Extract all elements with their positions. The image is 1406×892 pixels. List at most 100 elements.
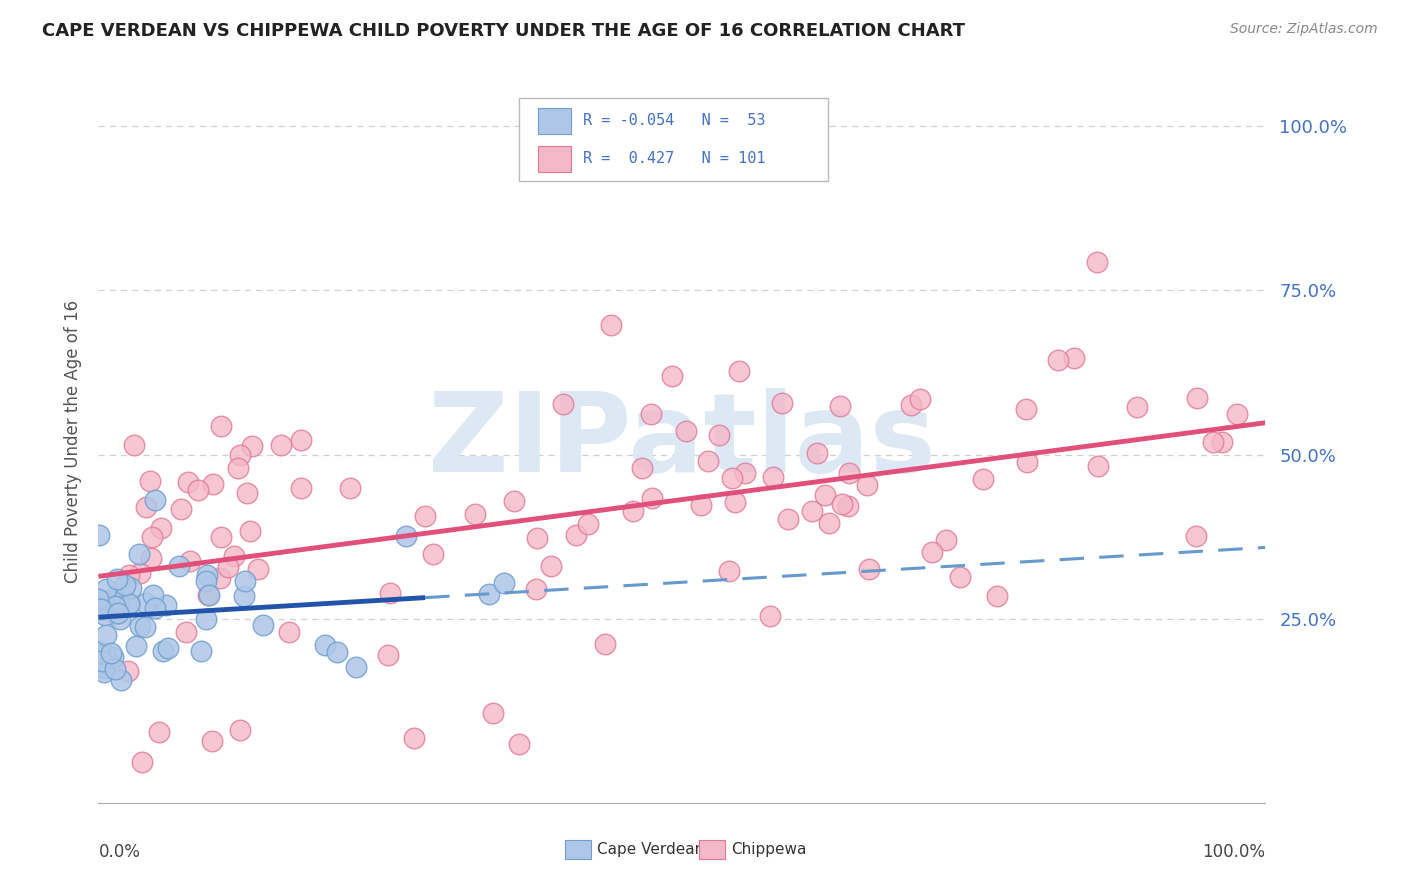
Point bbox=[492, 575, 515, 590]
Point bbox=[128, 547, 150, 561]
Point bbox=[394, 529, 416, 543]
Point bbox=[104, 599, 127, 614]
Point bbox=[900, 398, 922, 412]
Point bbox=[831, 497, 853, 511]
Text: ZIPatlas: ZIPatlas bbox=[427, 388, 936, 495]
Point bbox=[1184, 529, 1206, 543]
Point bbox=[413, 508, 436, 523]
Point bbox=[240, 439, 263, 453]
Y-axis label: Child Poverty Under the Age of 16: Child Poverty Under the Age of 16 bbox=[63, 300, 82, 583]
Point bbox=[201, 477, 224, 491]
Point bbox=[122, 438, 145, 452]
Point bbox=[380, 586, 402, 600]
Point bbox=[482, 706, 505, 720]
Point bbox=[593, 637, 616, 651]
Point bbox=[201, 734, 224, 748]
Point bbox=[502, 494, 524, 508]
Point bbox=[108, 599, 131, 613]
Point bbox=[576, 516, 599, 531]
Point bbox=[814, 488, 837, 502]
Point bbox=[661, 369, 683, 384]
Point bbox=[209, 570, 232, 584]
Text: Source: ZipAtlas.com: Source: ZipAtlas.com bbox=[1230, 22, 1378, 37]
Point bbox=[143, 601, 166, 615]
Point bbox=[198, 588, 221, 602]
Point bbox=[141, 530, 163, 544]
Point bbox=[91, 654, 114, 668]
Point bbox=[640, 407, 662, 421]
Point bbox=[1047, 352, 1070, 367]
Point bbox=[621, 504, 644, 518]
Point bbox=[630, 461, 652, 475]
Point bbox=[120, 581, 142, 595]
Point bbox=[94, 628, 117, 642]
Point bbox=[134, 620, 156, 634]
Point bbox=[118, 596, 141, 610]
Point bbox=[108, 612, 131, 626]
Point bbox=[90, 602, 112, 616]
Point bbox=[100, 646, 122, 660]
Point bbox=[724, 495, 747, 509]
Point bbox=[856, 478, 879, 492]
Point bbox=[87, 592, 110, 607]
Point bbox=[690, 498, 713, 512]
FancyBboxPatch shape bbox=[538, 108, 571, 134]
Point bbox=[1087, 459, 1109, 474]
Point bbox=[222, 549, 245, 564]
Point bbox=[117, 665, 139, 679]
Point bbox=[114, 578, 136, 592]
Point bbox=[239, 524, 262, 539]
Point bbox=[155, 598, 177, 612]
Point bbox=[143, 492, 166, 507]
Point bbox=[152, 644, 174, 658]
Point bbox=[217, 559, 239, 574]
Point bbox=[125, 639, 148, 653]
Point bbox=[135, 596, 157, 610]
Point bbox=[728, 364, 751, 378]
Point bbox=[194, 612, 217, 626]
Point bbox=[935, 533, 957, 547]
Point bbox=[720, 471, 742, 485]
Point bbox=[314, 638, 336, 652]
Point bbox=[94, 608, 117, 623]
Point bbox=[190, 643, 212, 657]
Point bbox=[524, 582, 547, 596]
Point bbox=[1202, 434, 1225, 449]
Point bbox=[131, 755, 153, 769]
Point bbox=[103, 650, 125, 665]
Point bbox=[564, 527, 586, 541]
Point bbox=[128, 619, 150, 633]
Point bbox=[326, 645, 349, 659]
Point bbox=[806, 446, 828, 460]
Text: 100.0%: 100.0% bbox=[1202, 843, 1265, 861]
Point bbox=[801, 504, 824, 518]
Point bbox=[540, 559, 562, 574]
Point bbox=[141, 550, 163, 565]
Point bbox=[1063, 351, 1085, 365]
Point bbox=[96, 582, 118, 596]
FancyBboxPatch shape bbox=[699, 840, 725, 859]
Point bbox=[339, 481, 361, 495]
Point bbox=[908, 392, 931, 406]
Point bbox=[142, 589, 165, 603]
Point bbox=[233, 574, 256, 588]
Point bbox=[734, 466, 756, 480]
Point bbox=[1226, 407, 1249, 421]
Point bbox=[209, 419, 232, 434]
Point bbox=[1126, 400, 1149, 414]
Point bbox=[553, 397, 575, 411]
Point bbox=[478, 587, 501, 601]
Point bbox=[87, 527, 110, 541]
Point bbox=[101, 591, 124, 605]
Point bbox=[290, 433, 312, 447]
Point bbox=[1211, 434, 1233, 449]
Point bbox=[270, 438, 292, 452]
Point bbox=[696, 454, 718, 468]
Point bbox=[986, 589, 1008, 603]
Point bbox=[759, 609, 782, 624]
Point bbox=[170, 502, 193, 516]
Point bbox=[770, 395, 793, 409]
Point bbox=[100, 594, 122, 608]
Point bbox=[599, 318, 621, 332]
Point bbox=[226, 461, 249, 475]
